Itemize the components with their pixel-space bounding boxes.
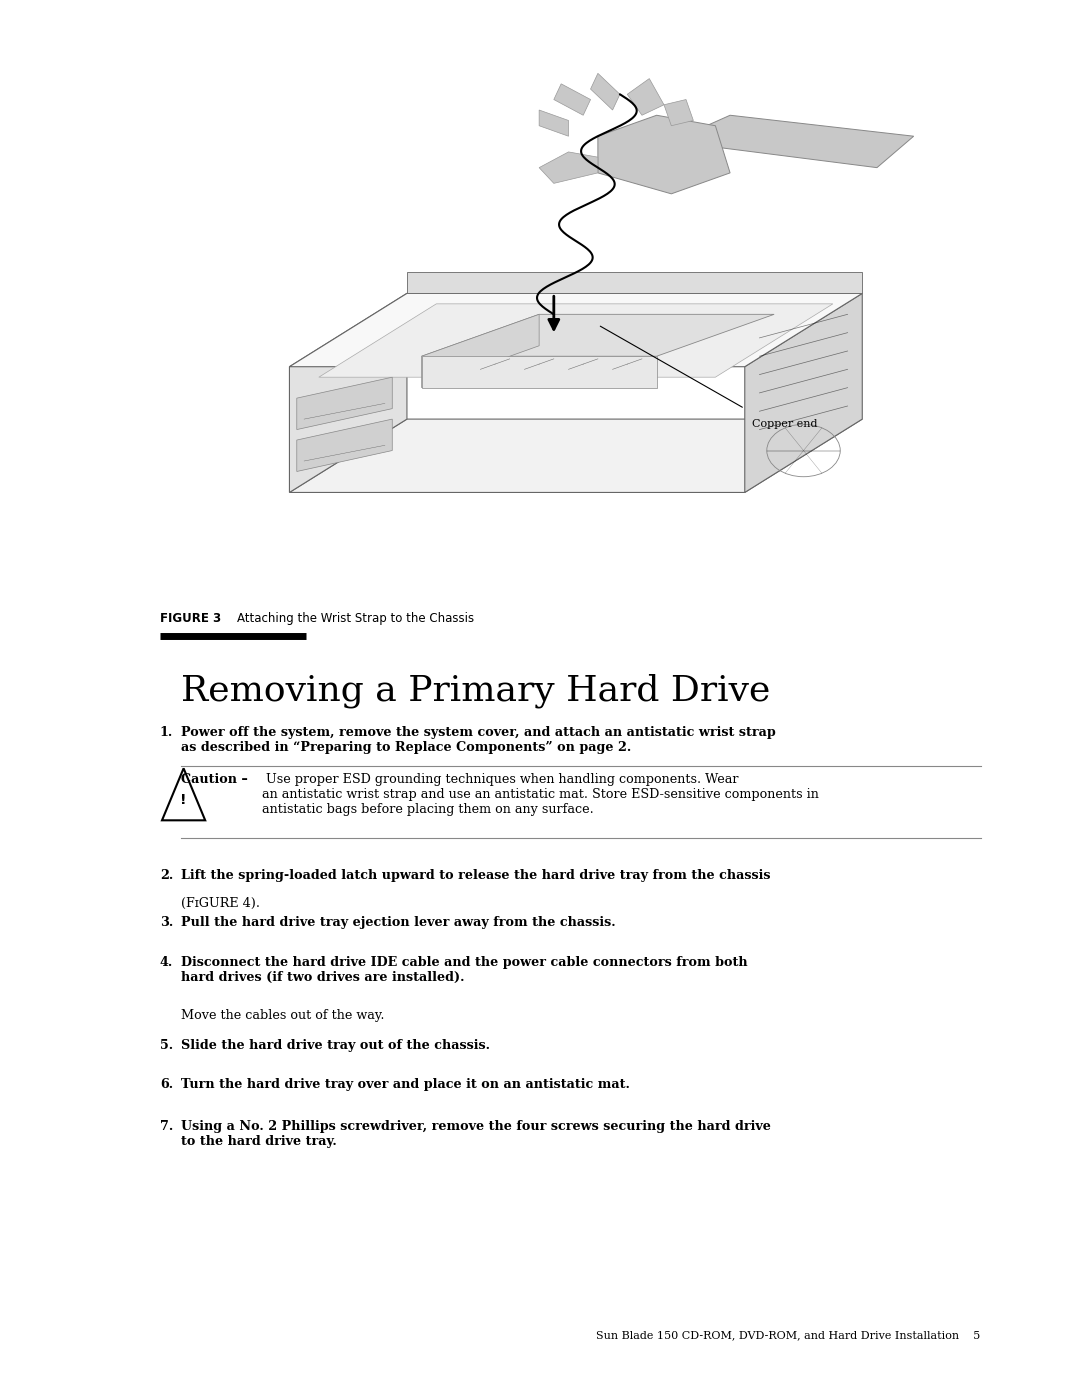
Text: Lift the spring-loaded latch upward to release the hard drive tray from the chas: Lift the spring-loaded latch upward to r…	[181, 869, 771, 882]
Polygon shape	[672, 116, 914, 168]
Polygon shape	[745, 293, 862, 493]
Text: Caution –: Caution –	[181, 773, 248, 785]
Text: 7.: 7.	[160, 1120, 173, 1133]
Polygon shape	[407, 272, 862, 293]
Text: Move the cables out of the way.: Move the cables out of the way.	[181, 1009, 384, 1021]
Polygon shape	[319, 303, 833, 377]
Text: Pull the hard drive tray ejection lever away from the chassis.: Pull the hard drive tray ejection lever …	[181, 916, 616, 929]
Text: 3.: 3.	[160, 916, 173, 929]
Text: Slide the hard drive tray out of the chassis.: Slide the hard drive tray out of the cha…	[181, 1039, 490, 1052]
Text: Turn the hard drive tray over and place it on an antistatic mat.: Turn the hard drive tray over and place …	[181, 1078, 631, 1091]
Polygon shape	[297, 419, 392, 472]
Text: 2.: 2.	[160, 869, 173, 882]
Text: Disconnect the hard drive IDE cable and the power cable connectors from both
har: Disconnect the hard drive IDE cable and …	[181, 956, 748, 983]
Polygon shape	[297, 377, 392, 430]
Polygon shape	[554, 84, 591, 116]
Text: 5.: 5.	[160, 1039, 173, 1052]
Text: !: !	[180, 793, 187, 807]
Text: Power off the system, remove the system cover, and attach an antistatic wrist st: Power off the system, remove the system …	[181, 726, 777, 754]
Text: FIGURE 3: FIGURE 3	[160, 612, 221, 624]
Polygon shape	[539, 152, 598, 183]
Polygon shape	[539, 110, 568, 137]
Text: Using a No. 2 Phillips screwdriver, remove the four screws securing the hard dri: Using a No. 2 Phillips screwdriver, remo…	[181, 1120, 771, 1148]
Text: Sun Blade 150 CD-ROM, DVD-ROM, and Hard Drive Installation    5: Sun Blade 150 CD-ROM, DVD-ROM, and Hard …	[596, 1330, 981, 1340]
Polygon shape	[598, 116, 730, 194]
Text: 6.: 6.	[160, 1078, 173, 1091]
Polygon shape	[289, 293, 407, 493]
Polygon shape	[289, 419, 862, 493]
Polygon shape	[421, 314, 539, 388]
Polygon shape	[672, 131, 715, 162]
Text: Use proper ESD grounding techniques when handling components. Wear
an antistatic: Use proper ESD grounding techniques when…	[262, 773, 820, 816]
Text: 1.: 1.	[160, 726, 173, 739]
Text: (FɪGURE 4).: (FɪGURE 4).	[181, 897, 260, 909]
Text: Copper end: Copper end	[752, 419, 818, 429]
Polygon shape	[664, 99, 693, 126]
Polygon shape	[289, 293, 862, 367]
Polygon shape	[421, 356, 657, 388]
Text: 4.: 4.	[160, 956, 173, 968]
Polygon shape	[591, 73, 620, 110]
Polygon shape	[627, 78, 664, 116]
Text: Removing a Primary Hard Drive: Removing a Primary Hard Drive	[181, 673, 771, 708]
Polygon shape	[421, 314, 774, 356]
Text: Attaching the Wrist Strap to the Chassis: Attaching the Wrist Strap to the Chassis	[222, 612, 474, 624]
